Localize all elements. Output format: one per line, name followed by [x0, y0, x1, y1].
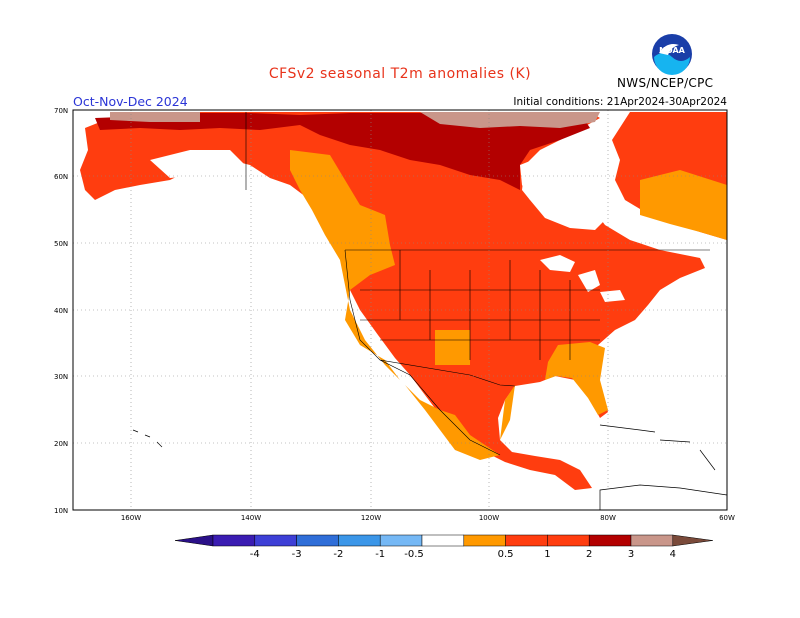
legend-label: 2 — [586, 549, 592, 560]
legend-label: 1 — [544, 549, 550, 560]
south-plains-orange — [435, 330, 470, 365]
legend-swatch — [296, 534, 339, 547]
lat-label: 10N — [54, 507, 68, 515]
lon-label: 80W — [600, 514, 616, 522]
north-darkred — [300, 113, 590, 190]
noaa-logo: NOAA — [652, 34, 692, 75]
legend-label: -3 — [292, 549, 302, 560]
map-title: CFSv2 seasonal T2m anomalies (K) — [268, 66, 532, 82]
alaska-neutral — [150, 150, 245, 180]
legend-label: -4 — [250, 549, 260, 560]
legend-swatch — [212, 534, 256, 547]
legend-swatch — [505, 534, 548, 547]
legend-arrow-high — [672, 534, 713, 547]
arctic-pink — [110, 112, 600, 128]
lat-label: 50N — [54, 240, 68, 248]
legend-label: -2 — [333, 549, 343, 560]
hudson-bay — [520, 150, 615, 230]
lon-label: 140W — [241, 514, 261, 522]
lat-label: 30N — [54, 373, 68, 381]
lon-label: 160W — [121, 514, 141, 522]
greenland-orange — [640, 170, 727, 240]
graticule — [73, 110, 727, 510]
agency-label: NWS/NCEP/CPC — [617, 76, 714, 90]
map-frame — [72, 109, 728, 511]
borders — [245, 112, 710, 456]
season-label: Oct-Nov-Dec 2024 — [73, 94, 188, 109]
lon-label: 60W — [719, 514, 735, 522]
legend-swatch — [338, 534, 381, 547]
lat-label: 20N — [54, 440, 68, 448]
legend-swatch — [379, 534, 423, 547]
legend-label: -0.5 — [404, 549, 424, 560]
legend-swatch — [630, 534, 674, 547]
legend-arrow-low — [174, 534, 214, 547]
lon-label: 100W — [479, 514, 499, 522]
lon-label: 120W — [361, 514, 381, 522]
lat-label: 40N — [54, 307, 68, 315]
great-lakes — [540, 255, 625, 302]
legend-label: 4 — [670, 549, 676, 560]
legend-swatch — [421, 534, 465, 547]
west-coast-orange — [290, 150, 500, 460]
legend-label: 0.5 — [498, 549, 514, 560]
lat-label: 60N — [54, 173, 68, 181]
logo-text: NOAA — [659, 46, 685, 55]
legend-label: -1 — [375, 549, 385, 560]
lat-label: 70N — [54, 107, 68, 115]
legend-swatch — [547, 534, 590, 547]
central-america-orange — [500, 385, 515, 440]
legend-swatch — [254, 534, 297, 547]
hawaii — [132, 429, 163, 448]
legend-swatch — [588, 534, 632, 547]
southeast-orange — [545, 342, 608, 415]
caribbean-islands — [599, 424, 716, 471]
legend-label: 3 — [628, 549, 634, 560]
south-america — [599, 484, 727, 510]
initial-conditions-label: Initial conditions: 21Apr2024-30Apr2024 — [513, 96, 727, 108]
legend-swatch — [463, 534, 506, 547]
